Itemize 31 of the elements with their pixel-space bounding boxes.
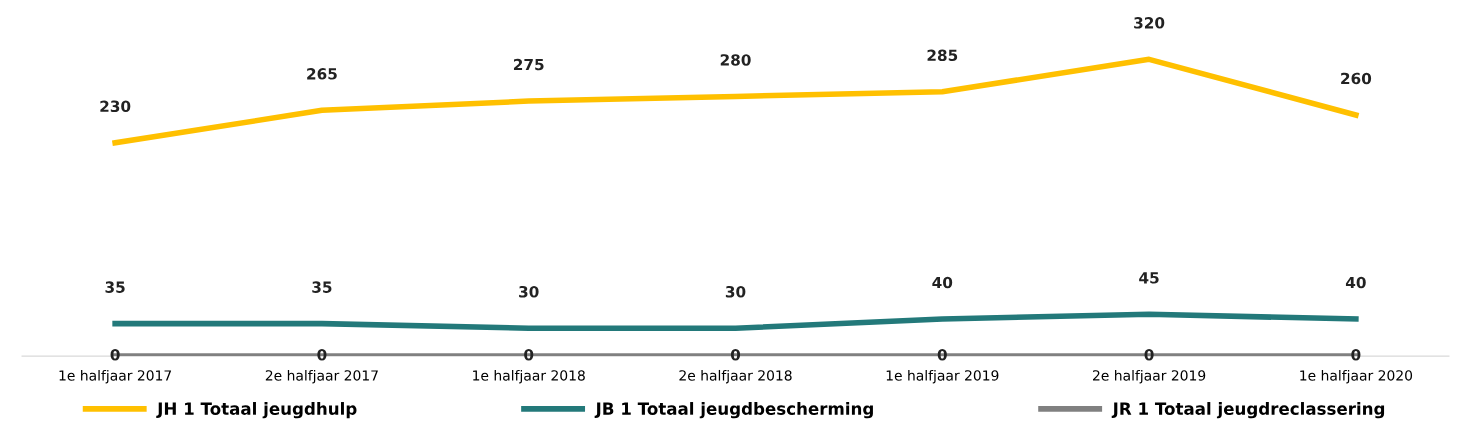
data-label: 230 [100, 100, 131, 113]
data-label: 265 [307, 68, 337, 80]
x-tick-label: 1e halfjaar 2017 [59, 369, 172, 384]
data-label: 0 [524, 348, 534, 361]
data-label: 0 [1144, 348, 1154, 361]
legend-label: JB 1 Totaal jeugdbescherming [594, 402, 873, 419]
data-label: 40 [932, 276, 953, 289]
data-label: 45 [1139, 272, 1159, 284]
x-tick-label: 2e halfjaar 2018 [679, 369, 792, 384]
data-label: 30 [725, 285, 746, 298]
data-label: 30 [519, 285, 539, 298]
data-label: 320 [1134, 17, 1165, 29]
data-label: 280 [720, 54, 751, 66]
data-label: 0 [110, 348, 120, 361]
data-label: 260 [1341, 72, 1372, 85]
data-label: 35 [105, 281, 125, 293]
x-tick-label: 2e halfjaar 2019 [1093, 369, 1206, 384]
legend-label: JH 1 Totaal jeugdhulp [156, 402, 357, 419]
data-label: 40 [1345, 276, 1366, 289]
legend-label: JR 1 Totaal jeugdreclassering [1111, 402, 1385, 419]
x-tick-label: 2e halfjaar 2017 [265, 369, 378, 384]
x-tick-label: 1e halfjaar 2019 [886, 369, 999, 384]
data-label: 0 [937, 348, 947, 361]
data-label: 0 [1351, 348, 1361, 361]
data-label: 285 [927, 49, 958, 62]
data-label: 275 [513, 58, 544, 71]
data-label: 0 [317, 348, 327, 361]
data-label: 0 [730, 348, 741, 361]
x-tick-label: 1e halfjaar 2020 [1300, 369, 1413, 384]
data-label: 35 [312, 281, 332, 293]
x-tick-label: 1e halfjaar 2018 [473, 369, 585, 384]
